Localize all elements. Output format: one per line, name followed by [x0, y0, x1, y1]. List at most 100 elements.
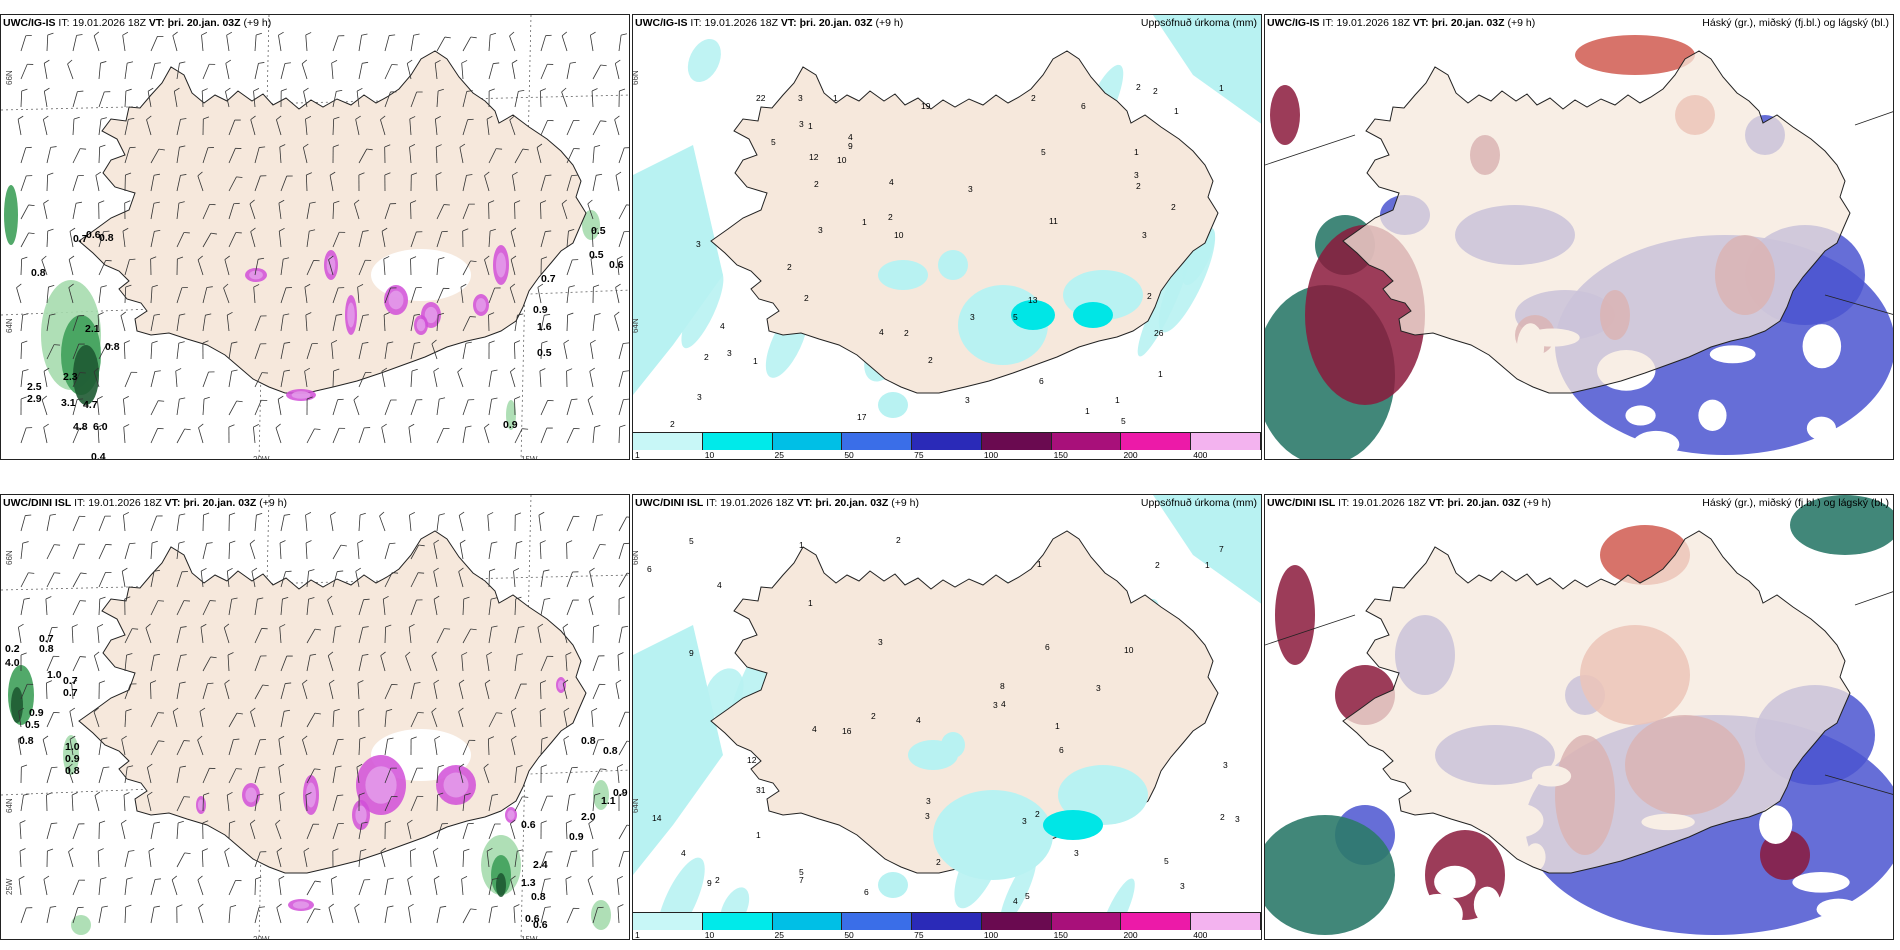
- precip-shade: [582, 210, 600, 240]
- wind-barb: [17, 115, 24, 136]
- wind-barb: [123, 424, 130, 444]
- precip-value-label: 0.8: [19, 735, 34, 747]
- wind-barb: [278, 875, 285, 896]
- wind-barb: [410, 172, 418, 192]
- wind-barb: [410, 231, 423, 248]
- wind-barb: [407, 819, 413, 840]
- wind-barb: [410, 682, 421, 700]
- wind-barb: [280, 597, 289, 616]
- wind-barb: [462, 228, 469, 248]
- wind-barb: [150, 256, 157, 276]
- wind-barb: [176, 174, 187, 192]
- precip-value-label: 6.0: [93, 421, 108, 433]
- wind-barb: [384, 708, 393, 728]
- wind-barb: [436, 312, 445, 332]
- wind-barb: [358, 598, 370, 616]
- precip-amount-label: 22: [756, 93, 766, 103]
- wind-barb: [433, 679, 440, 700]
- wind-barb: [124, 765, 134, 784]
- wind-barb: [176, 201, 185, 220]
- coordinate-label: 66N: [632, 70, 640, 85]
- wind-barb: [150, 740, 165, 756]
- precip-amount-label: 5: [799, 867, 804, 877]
- wind-barb: [566, 793, 576, 812]
- precip-value-label: 2.3: [63, 371, 78, 383]
- wind-barb: [566, 61, 577, 80]
- it-value: 19.01.2026 18Z: [720, 497, 794, 509]
- precip-value-label: 2.0: [581, 811, 596, 823]
- wind-barb: [176, 541, 185, 560]
- wind-barb: [462, 118, 474, 136]
- wind-barb: [358, 792, 365, 812]
- precip-amount-label: 2: [704, 352, 709, 362]
- wind-barb: [277, 395, 284, 416]
- wind-barb: [150, 653, 161, 672]
- wind-barb: [46, 712, 60, 728]
- wind-barb: [72, 315, 85, 332]
- wind-barb: [433, 595, 440, 616]
- wind-barb: [462, 36, 477, 52]
- it-label: IT:: [74, 497, 86, 509]
- wind-barb: [46, 655, 60, 672]
- wind-barb: [94, 791, 101, 812]
- wind-barb: [254, 739, 267, 756]
- wind-barb: [253, 424, 259, 444]
- wind-barb: [150, 600, 165, 616]
- wind-barb: [540, 851, 553, 868]
- wind-barb: [358, 259, 372, 276]
- wind-barb: [254, 684, 269, 700]
- clear-sky: [1451, 354, 1505, 400]
- wind-barb: [278, 735, 285, 756]
- wind-barb: [434, 735, 441, 756]
- legend-swatch: [842, 913, 913, 930]
- wind-barb: [46, 32, 54, 52]
- wind-barb: [150, 540, 158, 560]
- wind-barb: [591, 228, 598, 248]
- wind-barb: [20, 175, 33, 192]
- precip-amount-label: 1: [1085, 406, 1090, 416]
- precip-value-label: 0.8: [581, 735, 596, 747]
- wind-barb: [226, 567, 233, 588]
- wind-barb: [566, 259, 579, 276]
- wind-barb: [561, 199, 568, 220]
- legend-swatch: [633, 433, 703, 450]
- wind-barb: [436, 397, 446, 416]
- wind-barb: [332, 708, 340, 728]
- wind-barb: [618, 424, 626, 444]
- wind-barb: [46, 766, 58, 784]
- wind-barb: [228, 904, 237, 924]
- coordinate-label: 66N: [5, 550, 14, 565]
- mid-cloud-shade: [1575, 35, 1695, 75]
- wind-barb: [202, 371, 215, 388]
- wind-barb: [592, 284, 600, 304]
- wind-barb: [254, 399, 268, 416]
- wind-barb: [358, 314, 369, 332]
- precip-amount-label: 2: [1147, 291, 1152, 301]
- wind-barb: [150, 515, 163, 532]
- wind-barb: [513, 904, 520, 924]
- wind-barb: [327, 651, 334, 672]
- wind-barb: [592, 683, 606, 700]
- wind-barb: [488, 62, 500, 80]
- wind-barb: [332, 848, 339, 868]
- wind-barb: [172, 707, 179, 728]
- wind-barb: [355, 567, 362, 588]
- wind-barb: [301, 59, 308, 80]
- wind-barb: [176, 118, 187, 136]
- wind-barb: [175, 368, 182, 388]
- wind-barb: [483, 763, 490, 784]
- wind-barb: [254, 766, 266, 784]
- wind-barb: [618, 88, 626, 108]
- precip-amount-label: 3: [1180, 881, 1185, 891]
- clear-sky: [1625, 405, 1656, 426]
- wind-barb: [226, 311, 233, 332]
- wind-barb: [381, 423, 387, 444]
- wind-barb: [458, 511, 465, 532]
- wind-barb: [124, 628, 139, 644]
- legend-swatch: [842, 433, 913, 450]
- wind-barb: [540, 820, 547, 840]
- wind-barb: [72, 116, 80, 136]
- legend-ticks: 1 10 25 50 75 100 150 200 400: [633, 930, 1261, 939]
- wind-barb: [461, 876, 468, 896]
- precip-amount-label: 5: [1013, 312, 1018, 322]
